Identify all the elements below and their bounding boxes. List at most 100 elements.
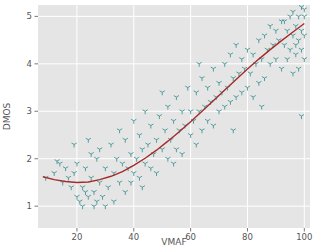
scatter-point (123, 190, 128, 195)
scatter-point (117, 129, 122, 134)
scatter-point (256, 81, 261, 86)
x-axis-label: VMAF (161, 237, 186, 247)
scatter-point (282, 20, 287, 25)
scatter-point (299, 48, 304, 53)
scatter-point (123, 138, 128, 143)
scatter-point (302, 15, 307, 20)
scatter-point (293, 53, 298, 58)
tick (304, 228, 305, 232)
scatter-point (228, 53, 233, 58)
scatter-point (293, 43, 298, 48)
grid-line (38, 111, 310, 112)
scatter-point (285, 58, 290, 63)
scatter-point (83, 167, 88, 172)
scatter-point (282, 43, 287, 48)
tick-label: 4 (27, 59, 32, 69)
scatter-point (302, 58, 307, 63)
scatter-point (89, 176, 94, 181)
grid-line (38, 206, 310, 207)
scatter-point (251, 96, 256, 101)
scatter-point (299, 29, 304, 34)
scatter-point (128, 181, 133, 186)
scatter-point (273, 29, 278, 34)
grid-line (76, 5, 77, 228)
scatter-point (63, 167, 68, 172)
scatter-point (117, 181, 122, 186)
tick (247, 228, 248, 232)
scatter-point (131, 119, 136, 124)
scatter-point (268, 24, 273, 29)
scatter-point (145, 143, 150, 148)
scatter-point (171, 162, 176, 167)
scatter-point (245, 86, 250, 91)
scatter-point (137, 176, 142, 181)
tick-label: 100 (296, 232, 312, 242)
grid-line (133, 5, 134, 228)
tick-label: 80 (242, 232, 253, 242)
scatter-point (86, 138, 91, 143)
scatter-point (290, 34, 295, 39)
scatter-point (222, 105, 227, 110)
scatter-point (71, 143, 76, 148)
scatter-point (287, 15, 292, 20)
grid-line (304, 5, 305, 228)
scatter-point (199, 77, 204, 82)
scatter-point (160, 91, 165, 96)
scatter-point (174, 148, 179, 153)
tick-label: 3 (27, 106, 32, 116)
scatter-point (268, 62, 273, 67)
scatter-point (66, 176, 71, 181)
scatter-point (114, 157, 119, 162)
scatter-point (256, 39, 261, 44)
scatter-point (94, 200, 99, 205)
scatter-point (233, 96, 238, 101)
scatter-point (179, 152, 184, 157)
fit-line (43, 24, 304, 183)
scatter-point (296, 67, 301, 72)
scatter-point (197, 62, 202, 67)
scatter-point (80, 186, 85, 191)
scatter-point (165, 157, 170, 162)
scatter-point (143, 110, 148, 115)
scatter-point (106, 186, 111, 191)
scatter-point (205, 119, 210, 124)
scatter-point (199, 129, 204, 134)
tick (35, 158, 39, 159)
scatter-point (52, 171, 57, 176)
tick-label: 2 (27, 154, 32, 164)
scatter-point (211, 67, 216, 72)
scatter-point (233, 43, 238, 48)
scatter-point (77, 200, 82, 205)
scatter-point (228, 100, 233, 105)
scatter-point (259, 105, 264, 110)
scatter-point (108, 143, 113, 148)
grid-line (190, 5, 191, 228)
scatter-point (194, 143, 199, 148)
scatter-point (174, 96, 179, 101)
scatter-point (160, 148, 165, 153)
scatter-point (54, 160, 59, 165)
scatter-point (279, 67, 284, 72)
scatter-point (111, 200, 116, 205)
tick (76, 228, 77, 232)
scatter-point (222, 62, 227, 67)
tick (133, 228, 134, 232)
scatter-point (71, 171, 76, 176)
scatter-point (188, 110, 193, 115)
scatter-point (290, 10, 295, 15)
scatter-point (83, 190, 88, 195)
scatter-point (86, 195, 91, 200)
tick (190, 228, 191, 232)
scatter-point (262, 34, 267, 39)
scatter-point (285, 29, 290, 34)
scatter-point (299, 5, 304, 9)
scatter-point (216, 81, 221, 86)
scatter-point (296, 15, 301, 20)
scatter-point (120, 162, 125, 167)
plot-area (43, 5, 307, 209)
scatter-point (148, 167, 153, 172)
scatter-point (302, 8, 307, 13)
scatter-point (97, 148, 102, 153)
scatter-point (248, 72, 253, 77)
scatter-point (171, 119, 176, 124)
